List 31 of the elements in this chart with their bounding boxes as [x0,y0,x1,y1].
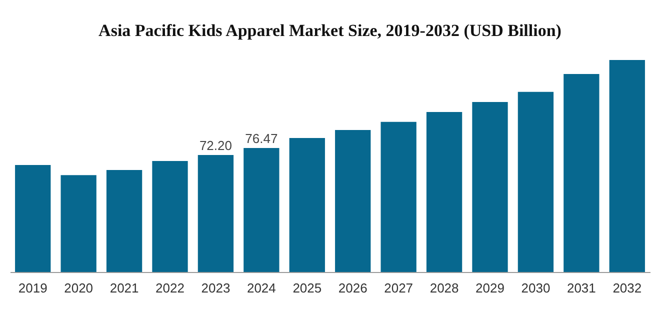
bar [380,122,416,272]
bar [289,138,325,272]
x-tick-label: 2021 [110,280,139,296]
bar [426,112,462,272]
x-tick-label: 2025 [292,280,322,296]
bar [198,154,234,272]
x-tick-label: 2031 [566,280,596,296]
x-tick-label: 2029 [476,280,504,296]
bar [518,92,554,272]
bar [60,175,96,272]
bar [564,74,600,272]
bar [15,165,51,272]
x-tick-label: 2024 [246,280,276,296]
x-tick-label: 2026 [338,280,368,296]
data-label: 76.47 [245,131,278,146]
bar [244,148,280,272]
x-tick-label: 2022 [156,280,184,296]
x-tick-label: 2020 [64,280,94,296]
chart-title: Asia Pacific Kids Apparel Market Size, 2019-2032 (USD Billion) [98,21,562,40]
x-tick-label: 2032 [612,280,642,296]
bar [472,102,508,272]
bar [152,160,188,272]
x-tick-label: 2027 [384,280,414,296]
bar [335,130,371,272]
x-tick-label: 2019 [18,280,48,296]
x-tick-label: 2028 [430,280,459,296]
x-tick-label: 2023 [201,280,230,296]
bar [106,170,142,272]
x-tick-label: 2030 [521,280,550,296]
data-label: 72.20 [199,138,232,153]
bar [609,60,645,272]
